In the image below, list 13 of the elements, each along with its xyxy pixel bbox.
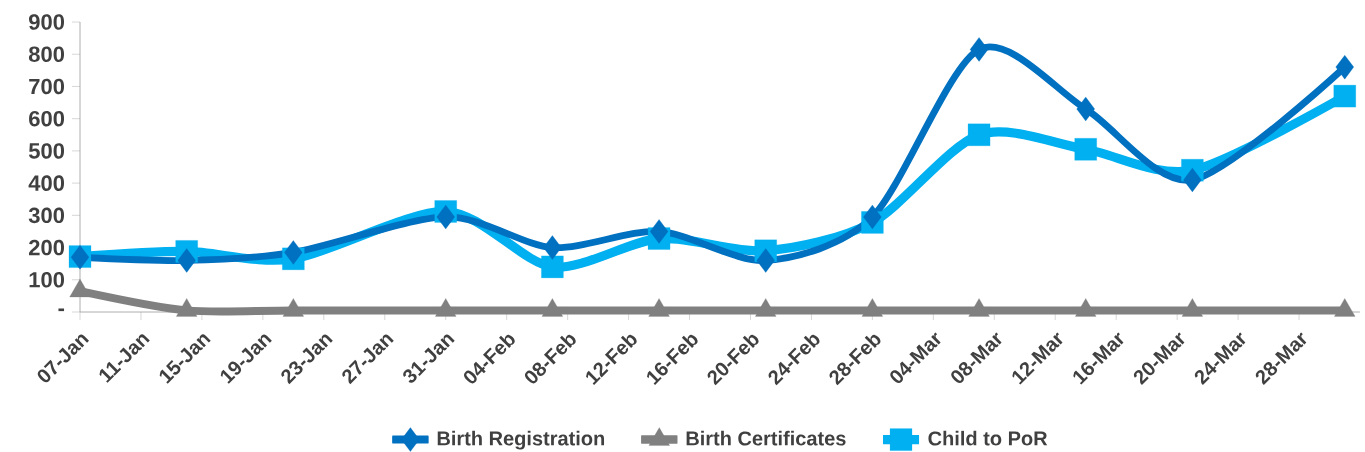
legend-label: Birth Certificates xyxy=(686,430,846,446)
y-tick-label: 900 xyxy=(28,14,65,30)
y-tick-label: 100 xyxy=(29,272,65,288)
legend-label: Birth Registration xyxy=(437,430,605,450)
y-tick-label: 300 xyxy=(28,207,65,224)
y-tick-label: - xyxy=(58,308,65,312)
legend-label: Child to PoR xyxy=(928,430,1048,446)
y-tick-label: 500 xyxy=(28,143,65,159)
y-tick-label: 400 xyxy=(28,175,65,191)
y-tick-label: 700 xyxy=(29,78,65,95)
y-tick-label: 800 xyxy=(28,46,65,63)
y-tick-label: 600 xyxy=(29,110,65,127)
y-tick-label: 200 xyxy=(28,239,65,256)
